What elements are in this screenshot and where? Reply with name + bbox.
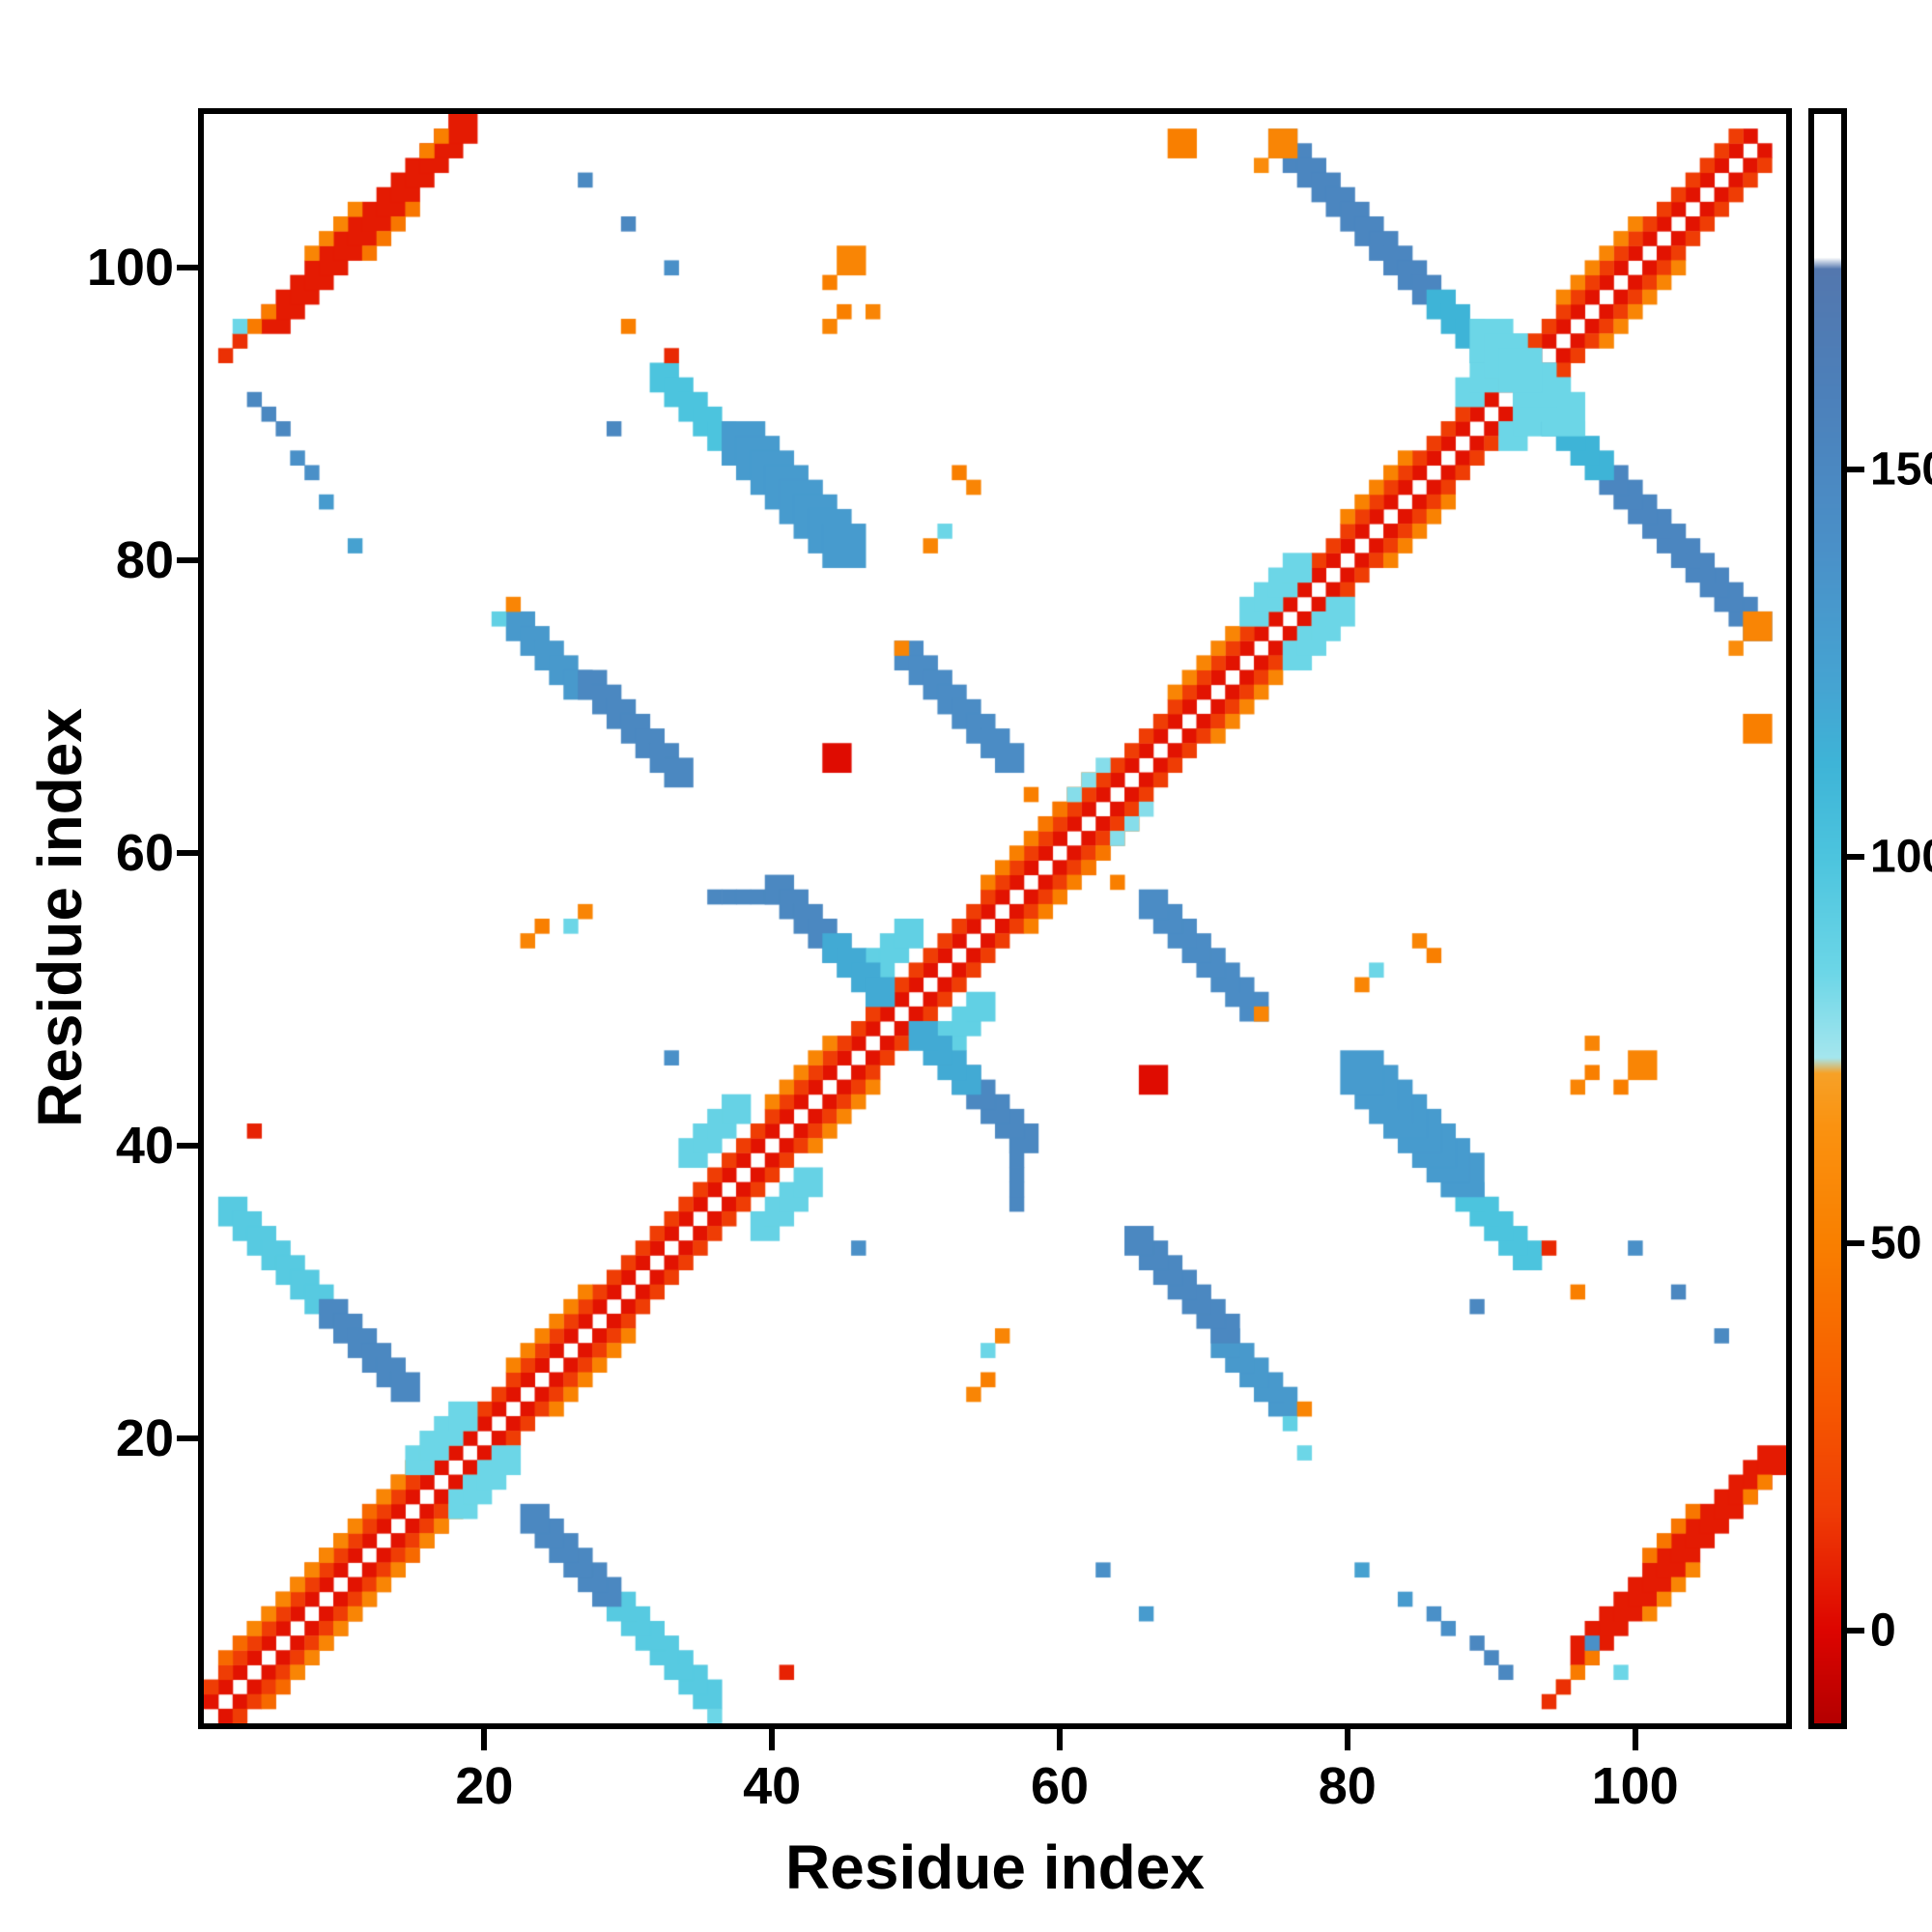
x-tick-mark — [481, 1729, 488, 1750]
x-tick-label: 60 — [1030, 1757, 1090, 1815]
colorbar-tick-label: 50 — [1870, 1217, 1922, 1269]
y-tick-label: 40 — [115, 1116, 174, 1175]
colorbar-canvas — [1814, 114, 1841, 1723]
x-axis-label: Residue index — [785, 1833, 1205, 1902]
y-tick-mark — [177, 1142, 198, 1149]
y-tick-mark — [177, 265, 198, 271]
x-tick-label: 80 — [1318, 1757, 1377, 1815]
y-tick-mark — [177, 849, 198, 856]
x-tick-label: 100 — [1591, 1757, 1679, 1815]
y-axis-label: Residue index — [25, 708, 95, 1127]
y-tick-mark — [177, 1435, 198, 1441]
heatmap-canvas — [204, 114, 1786, 1723]
y-tick-label: 80 — [115, 530, 174, 589]
colorbar-tick-label: 150 — [1870, 443, 1932, 496]
x-tick-mark — [1344, 1729, 1350, 1750]
x-tick-label: 40 — [743, 1757, 802, 1815]
colorbar-tick-mark — [1847, 1627, 1864, 1634]
colorbar-tick-mark — [1847, 467, 1864, 473]
y-tick-label: 20 — [115, 1408, 174, 1467]
x-tick-mark — [1632, 1729, 1638, 1750]
colorbar-tick-mark — [1847, 853, 1864, 860]
colorbar-tick-label: 0 — [1870, 1605, 1896, 1657]
colorbar-tick-mark — [1847, 1240, 1864, 1247]
plot-area — [198, 108, 1792, 1729]
colorbar-tick-label: 100 — [1870, 831, 1932, 883]
y-tick-mark — [177, 556, 198, 563]
x-tick-label: 20 — [455, 1757, 514, 1815]
y-tick-label: 60 — [115, 823, 174, 882]
y-tick-label: 100 — [86, 239, 174, 298]
colorbar — [1808, 108, 1847, 1729]
x-tick-mark — [1057, 1729, 1063, 1750]
x-tick-mark — [769, 1729, 776, 1750]
